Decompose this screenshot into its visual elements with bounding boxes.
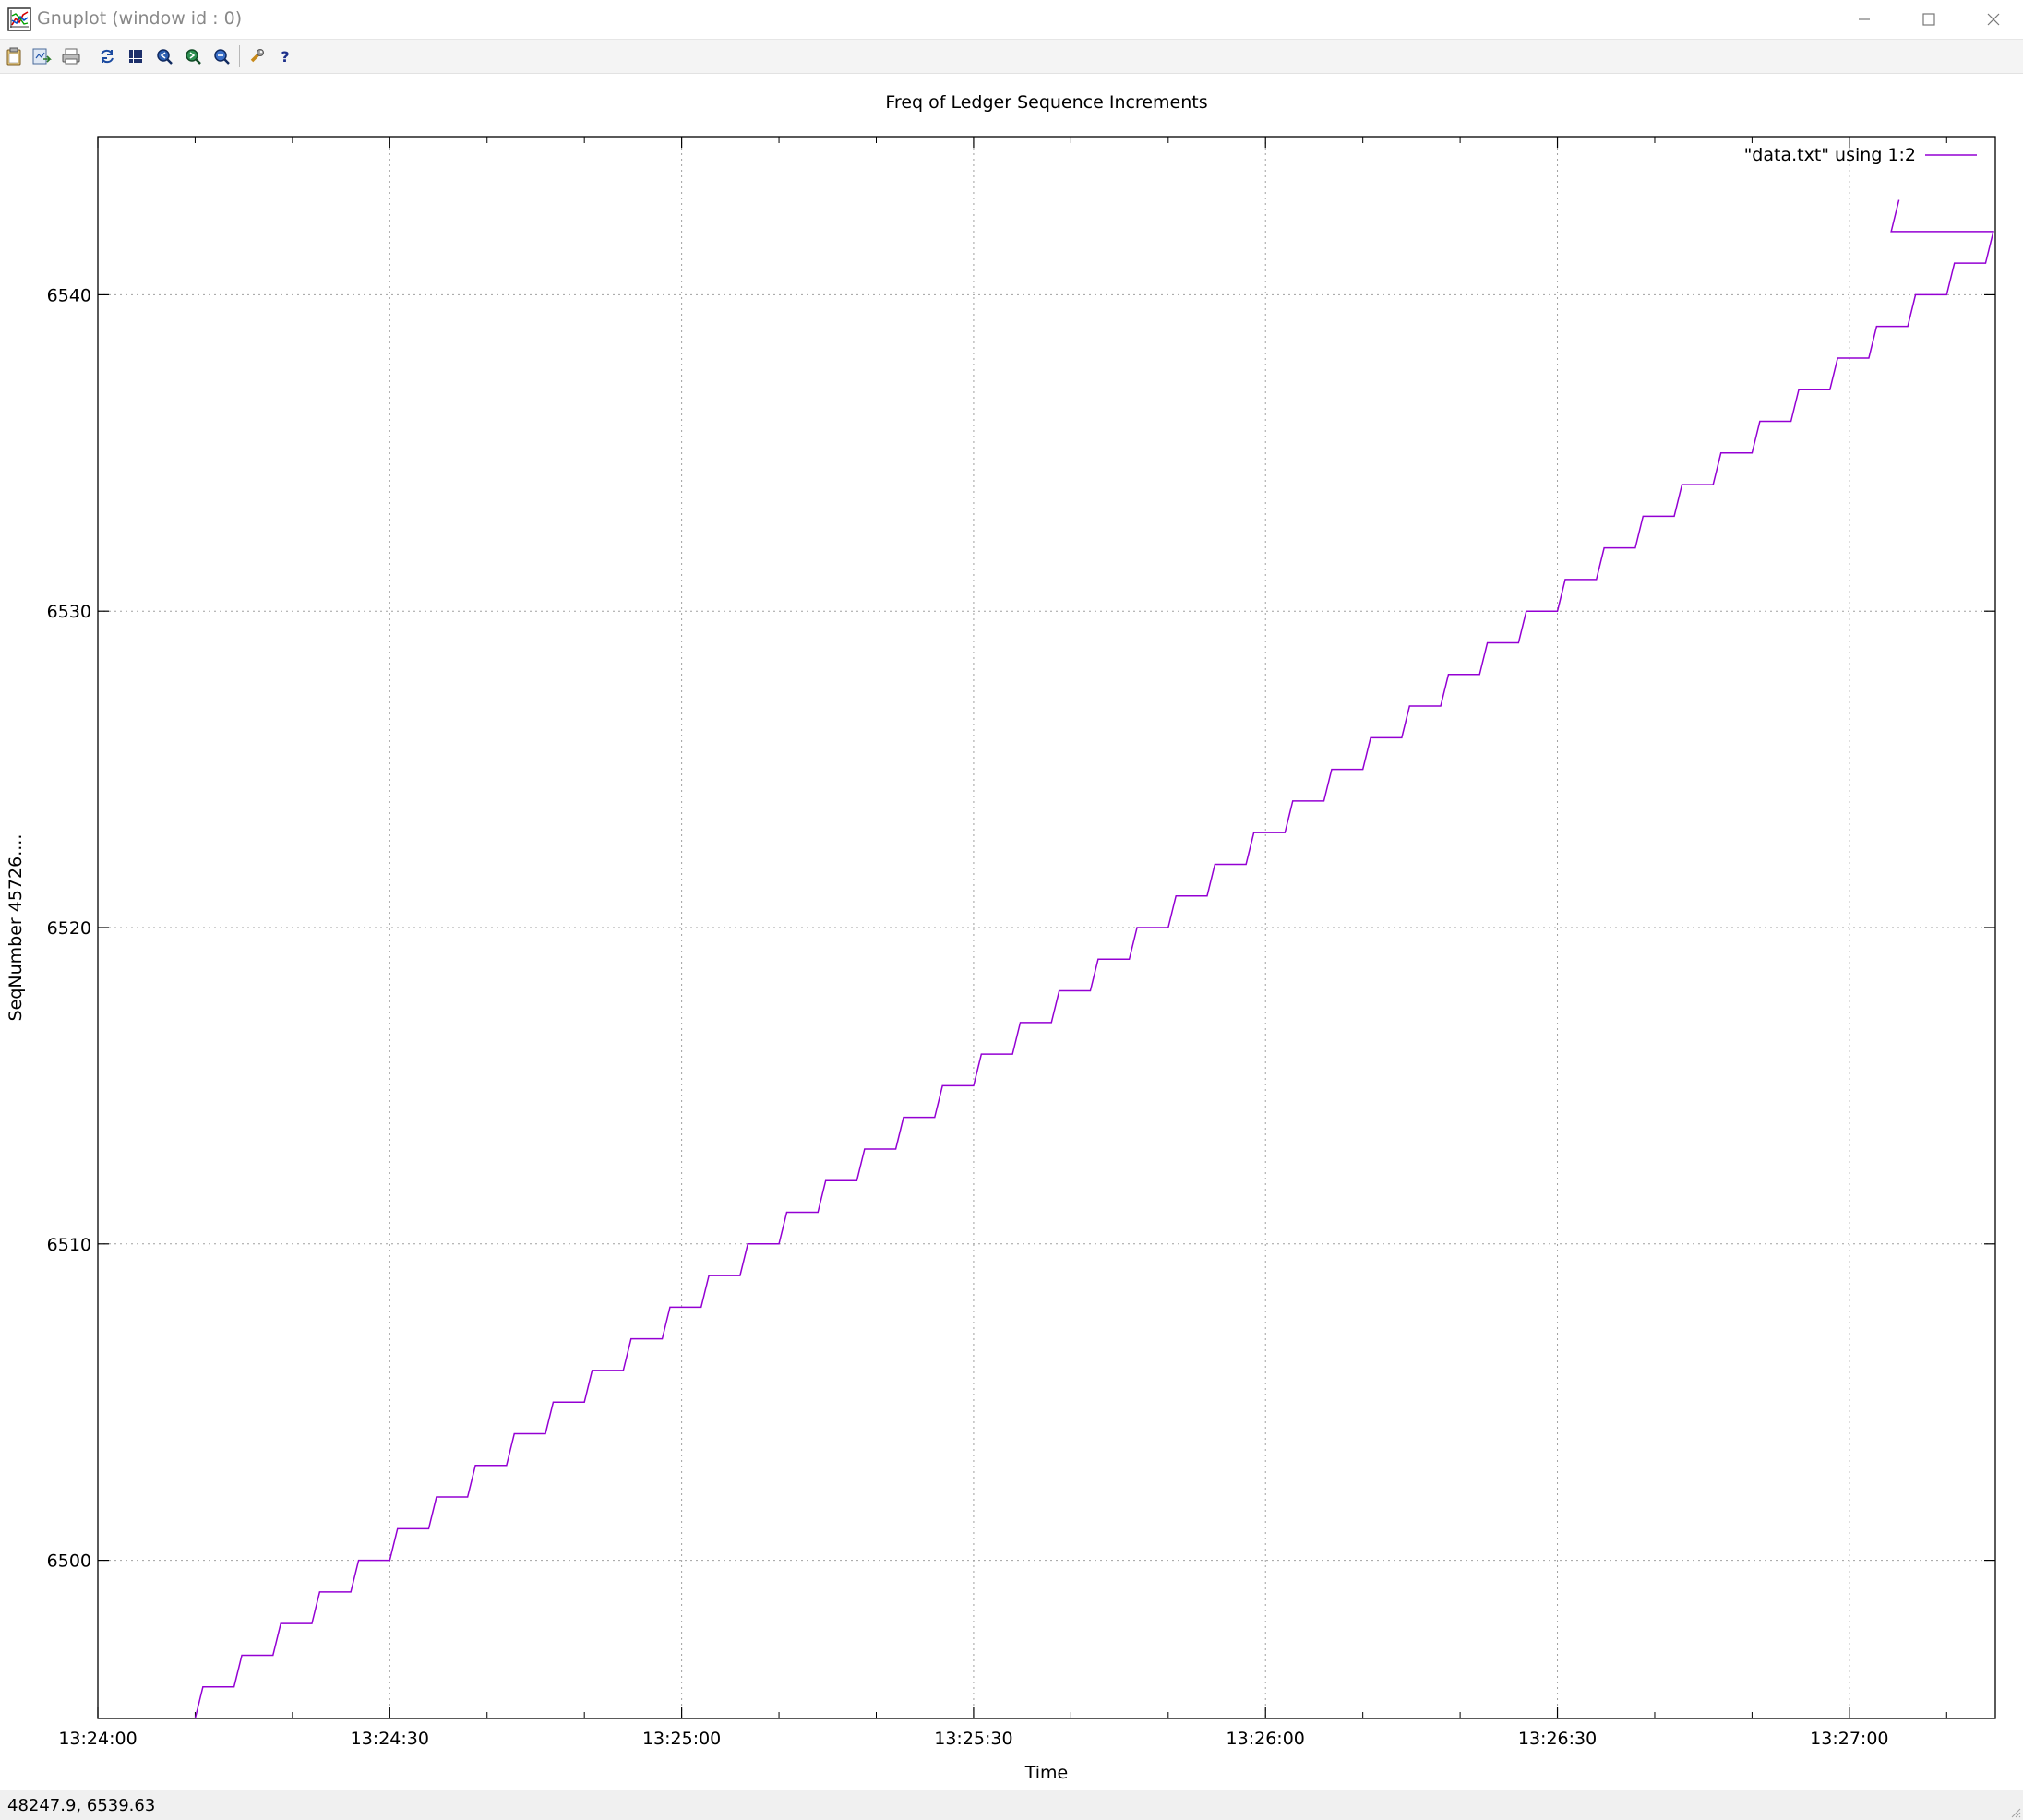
y-axis-label: SeqNumber 45726.... bbox=[6, 834, 26, 1022]
chart-title: Freq of Ledger Sequence Increments bbox=[885, 92, 1207, 113]
x-tick-label: 13:26:30 bbox=[1518, 1729, 1597, 1749]
x-axis-label: Time bbox=[1024, 1763, 1069, 1783]
close-icon bbox=[1987, 13, 2000, 26]
x-tick-label: 13:26:00 bbox=[1227, 1729, 1305, 1749]
y-tick-label: 6520 bbox=[47, 918, 91, 939]
resize-grip-icon[interactable] bbox=[2008, 1805, 2021, 1818]
zoom-next-button[interactable] bbox=[180, 43, 206, 69]
export-button[interactable] bbox=[29, 43, 54, 69]
title-bar: Gnuplot (window id : 0) bbox=[0, 0, 2023, 40]
maximize-button[interactable] bbox=[1897, 0, 1961, 39]
help-button[interactable]: ? bbox=[272, 43, 298, 69]
wrench-icon bbox=[250, 49, 264, 63]
minimize-icon bbox=[1859, 18, 1870, 20]
zoom-previous-icon bbox=[157, 49, 173, 65]
x-tick-label: 13:27:00 bbox=[1810, 1729, 1888, 1749]
y-tick-label: 6500 bbox=[47, 1551, 91, 1572]
y-tick-label: 6530 bbox=[47, 602, 91, 622]
legend-label: "data.txt" using 1:2 bbox=[1744, 145, 1916, 165]
status-bar: 48247.9, 6539.63 bbox=[0, 1790, 2023, 1820]
replot-button[interactable] bbox=[94, 43, 120, 69]
x-tick-label: 13:25:30 bbox=[934, 1729, 1012, 1749]
help-icon: ? bbox=[281, 48, 289, 66]
maximize-icon bbox=[1922, 13, 1935, 26]
series-line bbox=[194, 199, 1994, 1719]
refresh-icon bbox=[101, 49, 114, 64]
chart-canvas: Freq of Ledger Sequence Increments 13:24:… bbox=[6, 92, 1996, 1783]
gnuplot-app-icon bbox=[7, 7, 31, 31]
x-tick-label: 13:24:00 bbox=[58, 1729, 137, 1749]
unzoom-icon bbox=[214, 49, 230, 65]
options-button[interactable] bbox=[244, 43, 269, 69]
minimize-button[interactable] bbox=[1832, 0, 1897, 39]
svg-text:?: ? bbox=[281, 48, 289, 66]
cursor-coordinates: 48247.9, 6539.63 bbox=[7, 1796, 156, 1815]
plot-area[interactable]: Freq of Ledger Sequence Increments 13:24:… bbox=[0, 74, 2023, 1789]
window-title: Gnuplot (window id : 0) bbox=[37, 8, 243, 29]
printer-icon bbox=[62, 48, 80, 65]
grid-button[interactable] bbox=[123, 43, 149, 69]
toolbar: ? bbox=[0, 40, 2023, 74]
zoom-previous-button[interactable] bbox=[151, 43, 177, 69]
clipboard-icon bbox=[6, 47, 21, 66]
copy-clipboard-button[interactable] bbox=[1, 43, 27, 69]
y-tick-label: 6510 bbox=[47, 1235, 91, 1255]
toolbar-separator bbox=[239, 45, 240, 67]
print-button[interactable] bbox=[58, 43, 84, 69]
grid-icon bbox=[129, 50, 142, 63]
y-tick-label: 6540 bbox=[47, 285, 91, 305]
unzoom-button[interactable] bbox=[209, 43, 234, 69]
close-button[interactable] bbox=[1961, 0, 2023, 39]
zoom-next-icon bbox=[186, 49, 201, 65]
x-tick-label: 13:25:00 bbox=[642, 1729, 721, 1749]
x-tick-label: 13:24:30 bbox=[351, 1729, 429, 1749]
export-icon bbox=[32, 48, 52, 65]
